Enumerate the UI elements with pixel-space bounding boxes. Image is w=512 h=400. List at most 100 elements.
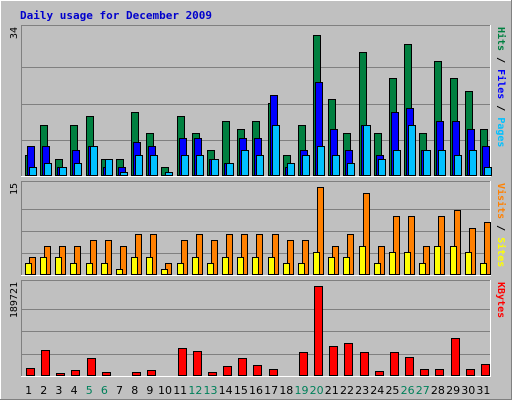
bar-kbytes-6 (102, 372, 111, 376)
panel-pages-files-hits-legend: Hits / Files / Pages (495, 27, 507, 147)
bar-pages-27 (423, 150, 431, 176)
bar-sites-28 (434, 246, 441, 275)
legend-separator: / (495, 51, 506, 69)
bar-sites-19 (298, 263, 305, 275)
panel-sites-visits-legend: Visits / Sites (495, 183, 507, 267)
bar-visits-30 (469, 228, 476, 275)
bar-kbytes-27 (420, 369, 429, 376)
x-tick-label: 10 (158, 384, 172, 397)
x-tick-label: 6 (101, 384, 108, 397)
x-tick-label: 13 (204, 384, 218, 397)
bar-pages-19 (302, 155, 310, 176)
panel-sites-visits: 15 Visits / Sites (9, 181, 507, 276)
bar-pages-31 (484, 167, 492, 176)
bar-visits-7 (120, 246, 127, 275)
panel-kbytes-legend: KBytes (495, 282, 506, 318)
bar-pages-26 (408, 125, 416, 176)
bar-sites-15 (237, 257, 244, 275)
bar-visits-12 (196, 234, 203, 275)
bar-pages-1 (29, 167, 37, 176)
legend-files: Files (495, 69, 507, 99)
bar-pages-2 (44, 163, 52, 176)
bar-kbytes-12 (193, 351, 202, 376)
bar-pages-30 (469, 150, 477, 176)
bar-sites-10 (161, 269, 168, 275)
bar-visits-16 (256, 234, 263, 275)
bar-sites-1 (25, 263, 32, 275)
bar-pages-29 (454, 155, 462, 176)
bar-sites-14 (222, 257, 229, 275)
bar-kbytes-28 (435, 369, 444, 376)
bar-sites-21 (328, 257, 335, 275)
bar-kbytes-11 (178, 348, 187, 376)
bar-sites-18 (283, 263, 290, 275)
x-tick-label: 31 (476, 384, 490, 397)
bar-sites-17 (268, 257, 275, 275)
panel-kbytes-max-label: 189721 (9, 282, 20, 318)
x-tick-label: 19 (294, 384, 308, 397)
x-tick-label: 2 (40, 384, 47, 397)
x-tick-label: 11 (173, 384, 187, 397)
x-tick-label: 5 (86, 384, 93, 397)
x-tick-label: 20 (310, 384, 324, 397)
bar-pages-8 (135, 155, 143, 176)
panel-pages-files-hits-max-label: 34 (9, 27, 20, 39)
bar-visits-11 (181, 240, 188, 275)
bar-visits-26 (408, 216, 415, 275)
x-tick-label: 3 (55, 384, 62, 397)
chart-title: Daily usage for December 2009 (20, 9, 212, 22)
x-tick-label: 17 (264, 384, 278, 397)
bar-sites-27 (419, 263, 426, 275)
bar-visits-18 (287, 240, 294, 275)
legend-pages: Pages (495, 117, 506, 147)
bar-kbytes-16 (253, 365, 262, 376)
bar-kbytes-1 (26, 368, 35, 376)
bar-pages-14 (226, 163, 234, 176)
bar-pages-22 (347, 163, 355, 176)
bar-pages-7 (120, 172, 128, 176)
x-tick-label: 28 (431, 384, 445, 397)
bar-kbytes-14 (223, 366, 232, 376)
bar-visits-13 (211, 240, 218, 275)
x-tick-label: 30 (461, 384, 475, 397)
bar-kbytes-15 (238, 358, 247, 376)
panel-pages-files-hits: 34 Hits / Files / Pages (9, 25, 507, 177)
bar-sites-30 (465, 252, 472, 275)
bar-visits-14 (226, 234, 233, 275)
x-tick-label: 25 (385, 384, 399, 397)
x-tick-label: 7 (116, 384, 123, 397)
bar-pages-11 (181, 155, 189, 176)
bar-kbytes-9 (147, 370, 156, 376)
bar-sites-7 (116, 269, 123, 275)
bar-sites-2 (40, 257, 47, 275)
bar-kbytes-26 (405, 357, 414, 376)
bar-pages-28 (438, 150, 446, 176)
bar-sites-23 (359, 246, 366, 275)
legend-kbytes: KBytes (495, 282, 506, 318)
bar-pages-13 (211, 159, 219, 176)
x-tick-label: 15 (234, 384, 248, 397)
bar-visits-28 (438, 216, 445, 275)
x-tick-label: 16 (249, 384, 263, 397)
bar-kbytes-30 (466, 369, 475, 376)
bar-pages-16 (256, 155, 264, 176)
legend-separator: / (495, 99, 506, 117)
bar-kbytes-21 (329, 346, 338, 376)
x-tick-label: 18 (279, 384, 293, 397)
bar-visits-19 (302, 240, 309, 275)
x-tick-label: 14 (219, 384, 233, 397)
bar-visits-25 (393, 216, 400, 275)
bar-pages-17 (272, 125, 280, 176)
bar-sites-9 (146, 257, 153, 275)
bar-pages-4 (74, 163, 82, 176)
legend-separator: / (495, 219, 506, 237)
legend-sites: Sites (495, 237, 507, 267)
bar-visits-9 (150, 234, 157, 275)
bar-kbytes-13 (208, 372, 217, 376)
panel-sites-visits-max-label: 15 (9, 183, 20, 195)
x-tick-label: 24 (370, 384, 384, 397)
bar-kbytes-17 (269, 369, 278, 376)
bar-kbytes-19 (299, 352, 308, 376)
x-tick-label: 22 (340, 384, 354, 397)
